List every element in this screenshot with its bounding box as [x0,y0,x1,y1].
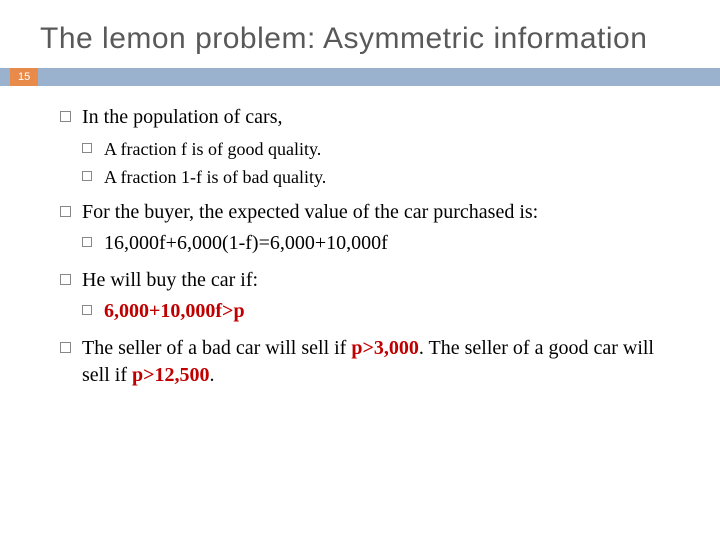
bullet-text: A fraction 1-f is of bad quality. [104,167,326,187]
sub-list: A fraction f is of good quality. A fract… [82,137,680,190]
bullet-text: For the buyer, the expected value of the… [82,201,538,223]
content-area: In the population of cars, A fraction f … [40,104,680,390]
bullet-text: In the population of cars, [82,106,283,128]
list-item: The seller of a bad car will sell if p>3… [60,335,680,389]
page-number: 15 [18,71,30,83]
accent-bar: 15 [0,68,720,86]
list-item: For the buyer, the expected value of the… [60,199,680,257]
sub-list: 6,000+10,000f>p [82,298,680,325]
bullet-text: He will buy the car if: [82,269,258,291]
page-number-badge: 15 [10,68,38,86]
bullet-text-emphasis: 6,000+10,000f>p [104,300,245,322]
bullet-text-emphasis: p>12,500 [132,364,210,386]
list-item: 16,000f+6,000(1-f)=6,000+10,000f [82,230,680,257]
list-item: A fraction f is of good quality. [82,137,680,161]
list-item: In the population of cars, A fraction f … [60,104,680,190]
sub-list: 16,000f+6,000(1-f)=6,000+10,000f [82,230,680,257]
bullet-list: In the population of cars, A fraction f … [60,104,680,390]
bullet-text: A fraction f is of good quality. [104,139,321,159]
list-item: 6,000+10,000f>p [82,298,680,325]
slide-title: The lemon problem: Asymmetric informatio… [40,20,680,58]
bullet-text: The seller of a bad car will sell if [82,337,351,359]
slide: The lemon problem: Asymmetric informatio… [0,0,720,540]
list-item: A fraction 1-f is of bad quality. [82,165,680,189]
list-item: He will buy the car if: 6,000+10,000f>p [60,267,680,325]
bullet-text: . [210,364,215,386]
bullet-text: 16,000f+6,000(1-f)=6,000+10,000f [104,232,388,254]
bullet-text-emphasis: p>3,000 [351,337,419,359]
accent-bar-blue [0,68,720,86]
